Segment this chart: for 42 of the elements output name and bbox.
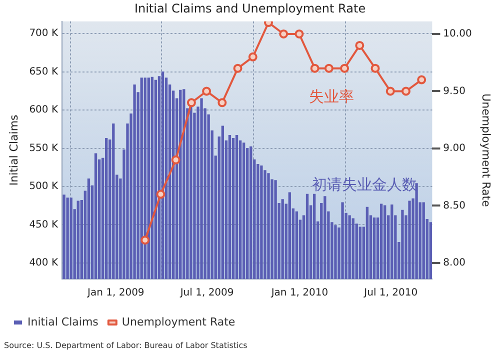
- point: [294, 29, 304, 38]
- point: [355, 40, 364, 50]
- point: [310, 64, 320, 73]
- point: [324, 64, 334, 73]
- y-tick-label: 700 K: [29, 28, 58, 40]
- y-tick-label: 600 K: [29, 104, 58, 116]
- y-tick-label: 400 K: [29, 258, 58, 269]
- y-tick-label: 550 K: [29, 142, 58, 154]
- point: [386, 86, 395, 96]
- point: [171, 155, 180, 164]
- point: [140, 236, 150, 245]
- legend-label: Unemployment Rate: [122, 315, 236, 328]
- y-tick-label: 650 K: [29, 66, 58, 78]
- y2-axis-title: Unemployment Rate: [480, 94, 493, 208]
- point: [417, 75, 426, 84]
- legend-label: Initial Claims: [28, 315, 99, 328]
- annotation: 失业率: [309, 87, 354, 106]
- point: [233, 64, 242, 73]
- point: [370, 64, 380, 73]
- y2-tick-label: 9.50: [443, 86, 466, 97]
- x-tick-label: Jan 1, 2010: [270, 288, 328, 299]
- y2-tick-label: 9.00: [443, 143, 466, 154]
- annotation: 初请失业金人数: [312, 175, 418, 194]
- point: [401, 86, 410, 96]
- point: [279, 29, 288, 38]
- y-tick-label: 500 K: [29, 181, 58, 192]
- point: [202, 86, 212, 96]
- point: [340, 64, 350, 73]
- chart-title: Initial Claims and Unemployment Rate: [134, 1, 366, 16]
- y-axis-title: Initial Claims: [7, 114, 20, 186]
- point: [156, 190, 166, 199]
- point: [218, 98, 227, 108]
- y2-tick-label: 8.50: [443, 200, 466, 212]
- point: [186, 98, 196, 108]
- x-tick-label: Jul 1, 2009: [179, 288, 234, 299]
- y2-tick-label: 10.00: [443, 28, 472, 40]
- y2-tick-label: 8.00: [443, 258, 466, 269]
- x-tick-label: Jul 1, 2010: [363, 288, 418, 299]
- point: [248, 52, 258, 62]
- source-note: Source: U.S. Department of Labor: Bureau of Labor Statistics: [4, 341, 248, 350]
- x-tick-label: Jan 1, 2009: [86, 288, 144, 299]
- y-tick-label: 450 K: [29, 219, 58, 230]
